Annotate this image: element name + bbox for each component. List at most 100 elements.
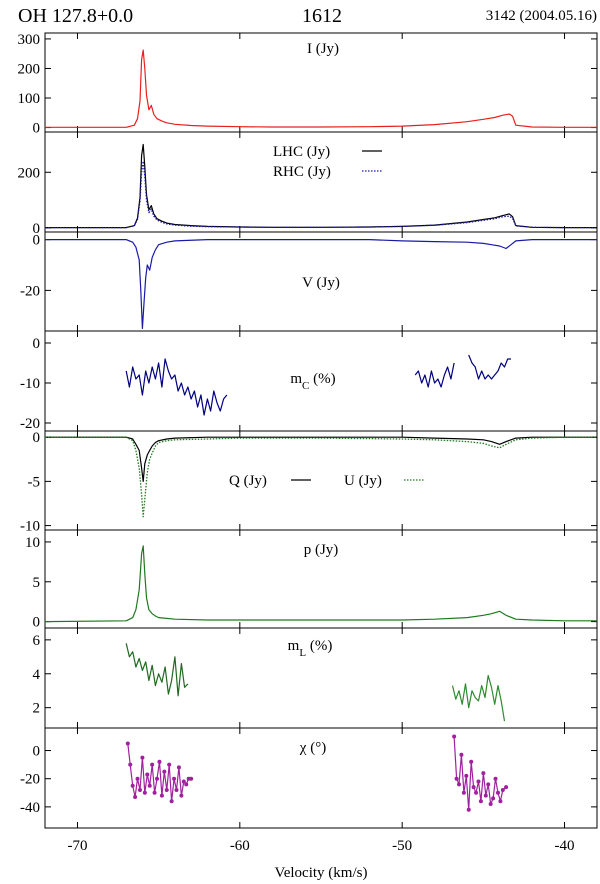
series-chi-point [483,793,488,798]
series-chi-point [162,769,167,774]
series-chi-point [164,787,169,792]
series-chi [127,743,192,802]
series-chi-point [491,796,496,801]
series-chi-point [488,802,493,807]
series-chi-point [189,776,194,781]
y-tick-label: -20 [20,772,40,788]
series-chi-point [478,799,483,804]
panel-label-mC: mC (%) [290,371,335,392]
series-chi-point [179,793,184,798]
y-tick-label: -5 [28,474,41,490]
y-tick-label: 0 [33,221,41,237]
panel-QU: 0 -5 -10 Q (Jy) U (Jy) [20,430,598,535]
series-chi-point [140,755,145,760]
y-tick-label: 200 [18,61,41,77]
y-tick-label: -40 [20,800,40,816]
series-chi-point [145,772,150,777]
x-tick-label: -40 [555,838,575,854]
y-tick-label: 200 [18,165,41,181]
series-chi-point [474,790,479,795]
panel-V: 0 -20 V (Jy) [20,231,598,332]
y-tick-label: 300 [18,32,41,48]
series-chi-point [172,776,177,781]
header-frequency: 1612 [302,5,342,27]
legend-label: U (Jy) [344,473,382,489]
series-chi-point [454,776,459,781]
series-chi-point [176,765,181,770]
series-chi-point [486,782,491,787]
x-tick-label: -60 [230,838,250,854]
series-mC [125,358,228,416]
header-source: OH 127.8+0.0 [18,5,133,27]
panel-LHC_RHC: 0 200 LHC (Jy) RHC (Jy) [18,131,598,237]
series-chi-point [125,741,130,746]
series-p [44,545,597,623]
legend-label: LHC (Jy) [273,144,330,160]
series-chi-point [476,779,481,784]
series-Q [45,436,597,482]
legend-label: Q (Jy) [229,473,267,489]
series-chi-point [481,771,486,776]
panel-label-mL: mL (%) [288,638,333,659]
legend-label: RHC (Jy) [273,164,331,180]
panel-label-chi: χ (°) [299,740,326,756]
series-chi-point [464,773,469,778]
series-chi-point [167,762,172,767]
series-chi-point [150,762,155,767]
series-chi-point [159,793,164,798]
series-chi-point [155,776,160,781]
series-chi-point [469,759,474,764]
panel-label-I: I (Jy) [307,41,339,57]
series-mL [451,674,506,722]
y-tick-label: 0 [33,233,41,249]
y-tick-label: 0 [33,336,41,352]
y-tick-label: -20 [20,283,40,299]
y-tick-label: 2 [33,701,41,717]
x-tick-label: -70 [67,838,87,854]
y-tick-label: -20 [20,416,40,432]
series-chi-point [181,779,186,784]
y-tick-label: 4 [33,667,41,683]
series-chi-point [133,795,138,800]
series-chi-point [459,752,464,757]
series-chi-point [471,785,476,790]
y-tick-label: 0 [33,430,41,446]
panel-mL: 2 4 6 mL (%) [33,627,598,729]
series-chi-point [130,783,135,788]
series-chi-point [495,790,500,795]
series-chi-point [128,762,133,767]
series-chi-point [184,782,189,787]
series-chi-point [466,807,471,812]
series-chi-point [461,790,466,795]
y-tick-label: 6 [33,633,41,649]
y-tick-label: -10 [20,376,40,392]
series-chi-point [457,782,461,787]
series-chi-point [169,799,174,804]
panel-chi: 0 -20 -40 χ (°) [20,727,598,829]
y-tick-label: 0 [33,121,41,137]
x-axis-label: Velocity (km/s) [275,865,368,881]
y-tick-label: 0 [33,744,41,760]
series-chi-point [498,799,503,804]
series-chi-point [504,785,509,790]
panel-label-p: p (Jy) [304,542,339,558]
series-mC [468,354,511,380]
series-RHC [45,160,597,229]
series-chi-point [452,734,457,739]
panel-I: 0 100 200 300 I (Jy) [18,32,598,137]
panel-p: 0 5 10 p (Jy) [25,529,598,631]
series-chi-point [500,787,505,792]
y-tick-label: 0 [33,615,41,631]
series-chi-point [174,787,179,792]
panel-label-V: V (Jy) [302,275,340,291]
panel-mC: 0 -10 -20 mC (%) [20,330,598,432]
series-chi-point [152,790,157,795]
panel-frame [44,430,598,531]
series-mL [125,643,189,697]
series-chi-point [137,787,142,792]
x-tick-label: -50 [392,838,412,854]
series-mC [414,362,455,388]
y-tick-label: 100 [18,91,41,107]
series-V [45,239,597,330]
